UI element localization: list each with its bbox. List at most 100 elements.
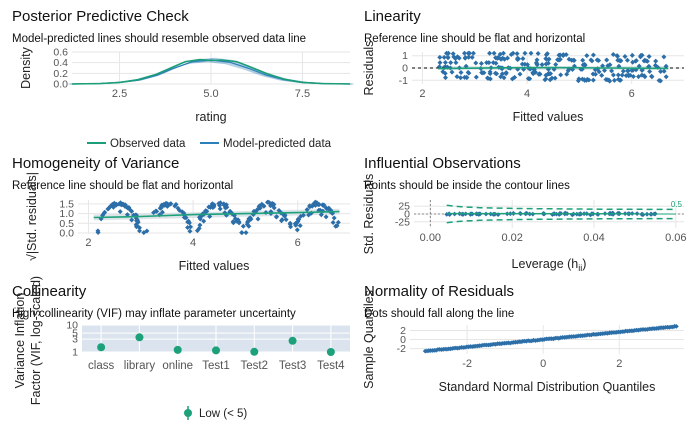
- y-axis-label: Sample Quantiles: [362, 290, 376, 389]
- x-axis-label: Leverage (hii): [512, 257, 587, 273]
- category-label: Test1: [202, 360, 230, 372]
- contour-line: [446, 204, 676, 211]
- category-label: Test2: [241, 360, 269, 372]
- panel-homogeneity: Homogeneity of Variance Reference line sh…: [12, 155, 350, 273]
- category-label: Test4: [317, 360, 345, 372]
- residual-point: [553, 62, 559, 67]
- residual-point: [590, 52, 596, 58]
- residual-point: [304, 207, 310, 213]
- residual-point: [462, 74, 468, 80]
- vif-point: [212, 346, 220, 355]
- panel-title: Normality of Residuals: [364, 283, 514, 300]
- residual-point: [236, 219, 242, 225]
- residual-point: [542, 77, 548, 83]
- residual-point: [499, 71, 505, 77]
- residual-point: [576, 76, 582, 82]
- x-axis-label: Standard Normal Distribution Quantiles: [439, 380, 656, 394]
- residual-point: [197, 215, 203, 220]
- residual-point: [656, 78, 662, 83]
- y-tick-label: 0.0: [59, 228, 74, 240]
- residual-point: [239, 230, 245, 236]
- residual-point: [473, 60, 479, 66]
- residual-point: [649, 73, 655, 79]
- residual-point: [528, 50, 534, 56]
- residual-point: [453, 60, 459, 66]
- panel-title: Influential Observations: [364, 155, 521, 172]
- residual-point: [102, 209, 108, 215]
- y-tick-label: 1.0: [59, 208, 74, 220]
- panel-ppc: Posterior Predictive Check Model-predicte…: [12, 8, 354, 150]
- residual-point: [609, 68, 615, 74]
- residual-point: [287, 220, 293, 226]
- residual-point: [590, 77, 596, 83]
- residual-point: [185, 219, 191, 225]
- residual-point: [531, 70, 537, 76]
- residual-point: [607, 62, 613, 68]
- residual-point: [661, 68, 667, 74]
- residual-point: [543, 72, 549, 78]
- residual-point: [610, 52, 616, 57]
- category-label: online: [162, 360, 193, 372]
- quantile-point: [670, 324, 676, 330]
- panel-linearity: Linearity Reference line should be flat a…: [362, 8, 684, 124]
- residual-point: [487, 71, 493, 77]
- residual-point: [498, 56, 504, 62]
- y-tick-label: 1: [402, 50, 408, 62]
- residual-point: [534, 62, 540, 68]
- residual-point: [604, 57, 610, 63]
- residual-point: [298, 213, 304, 219]
- residual-point: [450, 51, 456, 57]
- residual-point: [158, 205, 164, 211]
- y-axis-label: √|Std. residuals|: [25, 172, 39, 261]
- residual-point: [257, 205, 263, 211]
- residual-point: [610, 72, 616, 78]
- x-tick-label: 0.02: [501, 232, 522, 244]
- y-tick-label: 0.2: [53, 68, 68, 80]
- residual-point: [619, 72, 625, 78]
- residual-point: [462, 50, 467, 56]
- residual-point: [647, 69, 653, 74]
- residual-point: [469, 54, 475, 60]
- x-tick-label: 2: [85, 237, 91, 249]
- contour-label: 0.5: [671, 200, 683, 209]
- residual-point: [614, 53, 620, 59]
- residual-point: [497, 51, 503, 57]
- residual-point: [445, 55, 451, 61]
- vif-point: [288, 336, 297, 345]
- residual-point: [479, 70, 485, 76]
- residual-point: [642, 74, 648, 80]
- residual-point: [108, 203, 113, 209]
- loess-line: [93, 210, 340, 219]
- residual-point: [176, 207, 182, 213]
- residual-point: [279, 217, 285, 223]
- residual-point: [522, 50, 528, 56]
- residual-point: [543, 56, 549, 62]
- residual-point: [602, 68, 607, 73]
- residual-point: [144, 228, 150, 234]
- y-tick-label: 0: [404, 209, 410, 221]
- residual-point: [580, 62, 586, 68]
- residual-point: [137, 228, 142, 234]
- residual-point: [197, 222, 203, 228]
- panel-title: Homogeneity of Variance: [12, 155, 179, 172]
- residual-point: [494, 55, 500, 61]
- residual-point: [207, 214, 213, 219]
- residual-point: [442, 60, 448, 65]
- panel-subtitle: Model-predicted lines should resemble ob…: [12, 33, 306, 45]
- residual-point: [625, 68, 630, 74]
- residual-point: [265, 199, 270, 205]
- category-label: Test3: [279, 360, 307, 372]
- residual-point: [552, 75, 558, 81]
- y-axis-label-line2: Factor (VIF, log-scaled): [29, 276, 43, 405]
- residual-point: [620, 68, 626, 74]
- residual-point: [557, 52, 563, 58]
- residual-point: [294, 220, 300, 226]
- residual-point: [129, 208, 135, 214]
- panel-subtitle: Dots should fall along the line: [364, 308, 514, 320]
- vif-point: [135, 333, 144, 342]
- residual-point: [187, 228, 193, 234]
- residual-point: [491, 50, 497, 56]
- residual-point: [535, 51, 541, 56]
- residual-point: [441, 54, 447, 60]
- vif-point: [173, 345, 182, 354]
